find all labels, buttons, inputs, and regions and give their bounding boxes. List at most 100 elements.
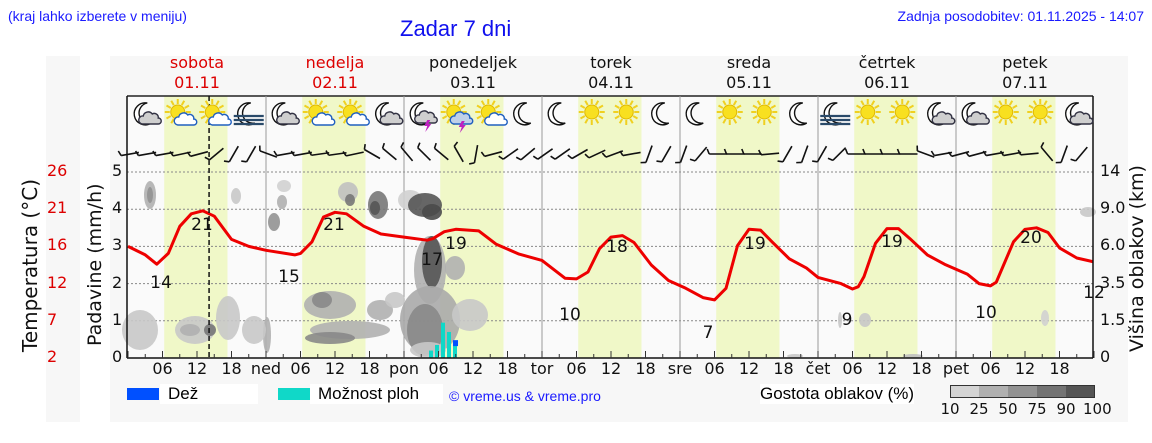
cloud-density-patch: [277, 180, 291, 192]
rain-bar: [453, 340, 458, 347]
moon-cloud-weather-icon: [1065, 102, 1094, 126]
cloud-density-patch: [838, 312, 842, 328]
rain-legend-swatch: [127, 388, 159, 400]
wind-barb-icon: [999, 150, 1022, 157]
cloud-density-patch: [180, 324, 200, 336]
wind-barb-icon: [1040, 141, 1054, 162]
wind-barb-icon: [308, 150, 330, 157]
cloud-density-patch: [370, 201, 380, 215]
cloud-density-patch: [204, 324, 216, 336]
x-tick-label: 18: [773, 359, 793, 378]
cloud-density-patch: [787, 354, 803, 358]
wind-barb-icon: [469, 144, 479, 165]
wind-barb-icon: [619, 150, 641, 157]
x-tick-label: čet: [806, 359, 831, 378]
day-name: sobota: [169, 53, 225, 72]
temp-tick-label: 16: [47, 235, 68, 255]
wind-barb-icon: [381, 142, 397, 161]
temp-max-label: 21: [323, 215, 345, 235]
showers-bar: [441, 322, 445, 358]
cloud-density-patch: [422, 204, 442, 220]
wind-barb-icon: [757, 149, 780, 156]
wind-barb-icon: [241, 145, 257, 163]
precip-tick-label: 4: [112, 198, 123, 218]
location-menu-hint[interactable]: (kraj lahko izberete v meniju): [8, 8, 187, 24]
precip-tick-label: 2: [112, 272, 123, 292]
day-name: petek: [1002, 53, 1048, 72]
sun-cloud-weather-icon: [164, 99, 198, 126]
x-tick-label: 18: [911, 359, 931, 378]
wind-barb-icon: [1055, 145, 1069, 164]
showers-bar: [447, 331, 451, 358]
showers-bar: [453, 344, 457, 358]
x-tick-label: 18: [635, 359, 655, 378]
wind-barb-icon: [796, 145, 809, 164]
cloud-density-tick: 50: [998, 400, 1018, 418]
x-tick-label: 06: [842, 359, 862, 378]
sun-weather-icon: [889, 99, 916, 125]
wind-barb-icon: [258, 145, 278, 158]
precip-tick-label: 5: [112, 161, 123, 180]
x-tick-label: 06: [290, 359, 310, 378]
sun-weather-icon: [578, 99, 605, 125]
moon-cloud-weather-icon: [271, 102, 300, 126]
day-date: 04.11: [588, 73, 634, 92]
wind-barb-icon: [675, 145, 688, 164]
x-tick-label: 12: [463, 359, 483, 378]
temp-max-label: 21: [191, 215, 213, 235]
temp-min-label: 9: [842, 310, 853, 330]
credit-link[interactable]: © vreme.us & vreme.pro: [449, 388, 601, 404]
showers-bar: [435, 344, 439, 358]
cloud-density-patch: [1041, 310, 1049, 326]
wind-barb-icon: [515, 147, 536, 161]
cloud-density-patch: [1080, 207, 1096, 217]
cloud-density-tick: 90: [1056, 400, 1076, 418]
x-tick-label: pon: [389, 359, 419, 378]
day-name: četrtek: [858, 53, 916, 72]
showers-bar: [429, 350, 433, 358]
x-tick-label: 18: [221, 359, 241, 378]
cloud-density-patch: [305, 332, 355, 344]
cloud-density-swatch: [1008, 385, 1037, 398]
wind-barb-icon: [777, 145, 793, 163]
wind-barb-icon: [723, 148, 745, 155]
x-tick-label: ned: [251, 359, 281, 378]
cloud-density-swatch: [1066, 385, 1095, 398]
temp-min-label: 10: [975, 303, 997, 323]
x-tick-label: 12: [877, 359, 897, 378]
cloud-height-tick-label: 6.0: [1100, 235, 1126, 255]
cloud-density-patch: [122, 310, 158, 350]
wind-barb-icon: [640, 145, 653, 164]
moon-cloud-weather-icon: [927, 102, 956, 126]
cloud-density-patch: [410, 342, 446, 358]
x-tick-label: 12: [325, 359, 345, 378]
wind-barb-icon: [453, 141, 464, 163]
cloud-height-tick-label: 0: [1100, 347, 1111, 366]
wind-barb-icon: [689, 146, 708, 162]
moon-cloud-weather-icon: [961, 102, 990, 126]
moon-weather-icon: [651, 102, 670, 126]
page-title: Zadar 7 dni: [400, 16, 512, 41]
temp-axis-panel: [46, 56, 80, 422]
sun-cloud-weather-icon: [302, 99, 336, 126]
day-name: nedelja: [305, 53, 365, 72]
cloud-density-patch: [445, 256, 465, 280]
x-tick-label: tor: [531, 359, 554, 378]
last-update: Zadnja posodobitev: 01.11.2025 - 14:07: [897, 8, 1144, 24]
x-tick-label: 12: [1015, 359, 1035, 378]
wind-barb-icon: [862, 148, 883, 155]
cloud-density-patch: [345, 194, 355, 206]
x-tick-label: 12: [601, 359, 621, 378]
wind-barb-icon: [400, 141, 414, 162]
day-date: 01.11: [174, 73, 220, 92]
wind-barb-icon: [706, 148, 728, 155]
precip-tick-label: 1: [112, 309, 123, 329]
x-tick-label: 18: [497, 359, 517, 378]
wind-barb-icon: [342, 150, 364, 157]
rain-legend-label: Dež: [160, 384, 258, 404]
x-tick-label: 18: [1049, 359, 1069, 378]
sun-weather-icon: [716, 99, 743, 125]
x-tick-label: pet: [943, 359, 969, 378]
showers-legend-label: Možnost ploh: [310, 384, 443, 404]
